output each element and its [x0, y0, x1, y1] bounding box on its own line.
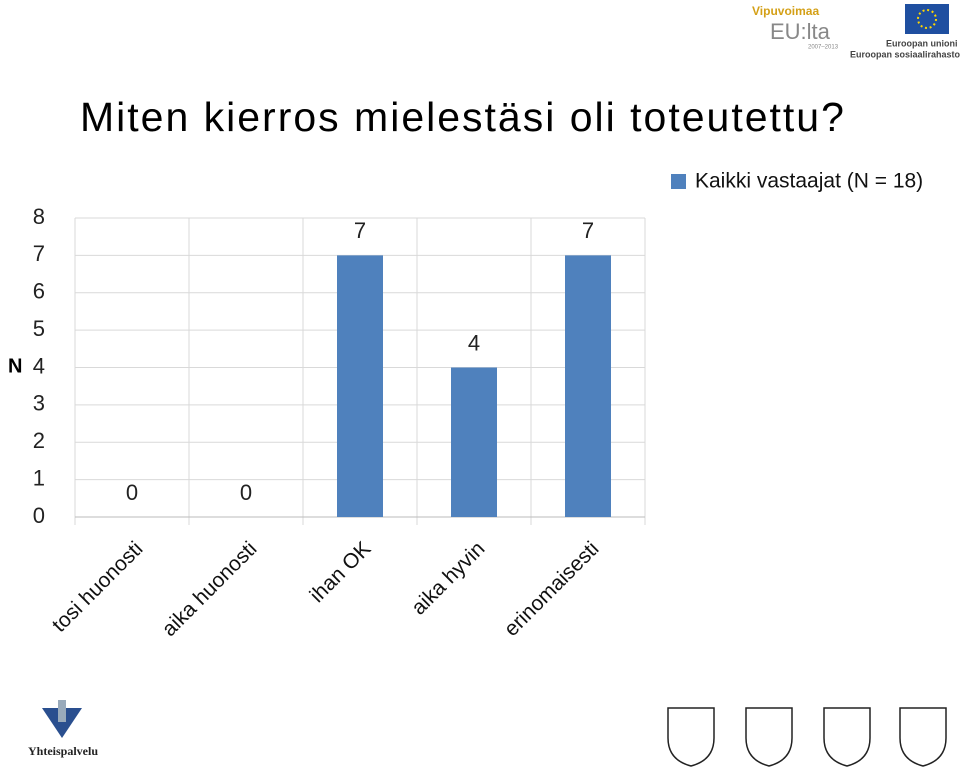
logo-text: Euroopan unioni — [886, 38, 958, 48]
bar — [451, 367, 497, 517]
logo-shape — [42, 708, 82, 738]
data-label: 7 — [582, 218, 594, 243]
legend-label: Kaikki vastaajat (N = 18) — [695, 170, 923, 193]
logo-text: EU:lta — [770, 19, 831, 44]
crest — [745, 707, 793, 767]
logo-text: Euroopan sosiaalirahasto — [850, 49, 960, 59]
logo-shape — [58, 700, 66, 722]
y-tick-label: 7 — [33, 241, 45, 266]
logo-text: Yhteispalvelu — [28, 744, 98, 758]
y-axis-label: N — [8, 355, 22, 377]
crests — [667, 707, 947, 767]
x-tick-label: tosi huonosti — [48, 537, 148, 637]
legend-swatch — [671, 174, 686, 189]
data-label: 0 — [126, 480, 138, 505]
x-tick-label: aika hyvin — [407, 537, 489, 619]
data-label: 0 — [240, 480, 252, 505]
y-tick-label: 1 — [33, 465, 45, 490]
y-tick-label: 5 — [33, 316, 45, 341]
y-tick-label: 3 — [33, 391, 45, 416]
y-tick-label: 0 — [33, 503, 45, 528]
logo-text: 2007–2013 — [808, 45, 839, 51]
bar — [337, 255, 383, 517]
logo-eu: Vipuvoimaa EU:lta 2007–2013 Euroopan uni… — [752, 4, 960, 59]
slide-title: Miten kierros mielestäsi oli toteutettu? — [80, 94, 846, 140]
x-tick-label: aika huonosti — [158, 537, 262, 641]
data-label: 4 — [468, 330, 480, 355]
logo-text: Vipuvoimaa — [752, 4, 819, 18]
eu-stars — [917, 9, 937, 29]
y-tick-label: 4 — [33, 353, 45, 378]
logo-yhteispalvelu: Yhteispalvelu — [28, 700, 98, 758]
crest — [899, 707, 947, 767]
y-tick-label: 2 — [33, 428, 45, 453]
crest — [823, 707, 871, 767]
bar — [565, 255, 611, 517]
crest — [667, 707, 715, 767]
eu-flag — [905, 4, 949, 34]
y-tick-label: 8 — [33, 204, 45, 229]
y-tick-label: 6 — [33, 279, 45, 304]
data-label: 7 — [354, 218, 366, 243]
x-tick-label: ihan OK — [306, 537, 376, 607]
x-tick-label: erinomaisesti — [500, 537, 604, 641]
